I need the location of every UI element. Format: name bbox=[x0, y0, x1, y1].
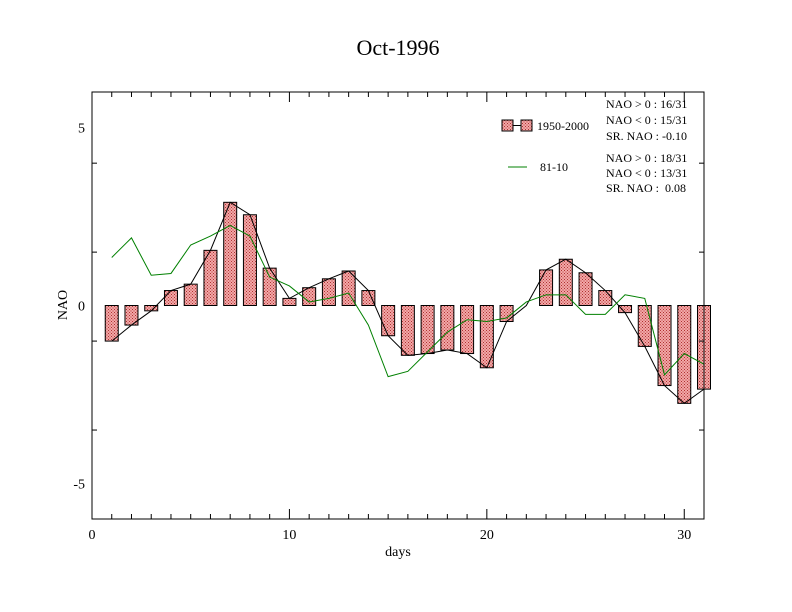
stat-set1-neg: NAO < 0 : 15/31 bbox=[606, 113, 687, 127]
bar-day-5 bbox=[183, 283, 198, 306]
bar-day-27 bbox=[618, 305, 633, 314]
bar-day-9 bbox=[262, 267, 277, 307]
legend-swatch-bar-left bbox=[501, 119, 514, 132]
line-layer bbox=[111, 201, 705, 404]
x-tick-label-0: 0 bbox=[89, 528, 96, 543]
legend: 1950-2000 81-10 bbox=[501, 119, 589, 174]
x-tick-label-30: 30 bbox=[677, 528, 691, 543]
bar-day-10 bbox=[282, 297, 297, 306]
line-series-1950-2000 bbox=[111, 201, 705, 404]
stat-set2-neg: NAO < 0 : 13/31 bbox=[606, 166, 687, 180]
y-axis-label: NAO bbox=[56, 290, 71, 320]
bar-day-30 bbox=[677, 305, 692, 404]
bar-day-23 bbox=[539, 269, 554, 306]
bar-day-7 bbox=[223, 201, 238, 306]
bar-day-15 bbox=[381, 305, 396, 337]
bar-day-19 bbox=[460, 305, 475, 355]
bar-day-20 bbox=[479, 305, 494, 369]
bar-day-28 bbox=[637, 305, 652, 347]
y-tick-label--5: -5 bbox=[73, 477, 85, 492]
line-series-81-10 bbox=[111, 224, 705, 378]
bar-day-24 bbox=[558, 258, 573, 307]
bar-day-25 bbox=[578, 272, 593, 307]
legend-label-81-10: 81-10 bbox=[540, 160, 568, 174]
legend-label-1950-2000: 1950-2000 bbox=[537, 119, 589, 133]
y-tick-label-5: 5 bbox=[78, 122, 85, 137]
bar-day-4 bbox=[163, 290, 178, 306]
x-axis-label: days bbox=[385, 545, 411, 560]
x-tick-label-20: 20 bbox=[480, 528, 494, 543]
bar-day-16 bbox=[400, 305, 415, 356]
bar-day-26 bbox=[598, 290, 613, 306]
stat-set2-pos: NAO > 0 : 18/31 bbox=[606, 151, 687, 165]
plot-frame bbox=[91, 91, 705, 520]
bar-day-12 bbox=[321, 278, 336, 306]
bar-day-17 bbox=[420, 305, 435, 355]
x-axis-ticks: 0 10 20 30 bbox=[89, 92, 705, 543]
stats-annotations: NAO > 0 : 16/31 NAO < 0 : 15/31 SR. NAO … bbox=[606, 97, 687, 195]
y-axis-ticks: -5 0 5 bbox=[73, 122, 704, 520]
stat-set2-sr: SR. NAO : 0.08 bbox=[606, 181, 686, 195]
bar-day-14 bbox=[361, 290, 376, 306]
stat-set1-sr: SR. NAO : -0.10 bbox=[606, 129, 687, 143]
bar-day-18 bbox=[440, 305, 455, 351]
legend-swatch-bar-right bbox=[520, 119, 533, 132]
stat-set1-pos: NAO > 0 : 16/31 bbox=[606, 97, 687, 111]
y-tick-label-0: 0 bbox=[78, 300, 85, 315]
chart-title: Oct-1996 bbox=[356, 35, 439, 60]
x-tick-label-10: 10 bbox=[282, 528, 296, 543]
bar-day-1 bbox=[104, 305, 119, 342]
bar-series-1950-2000 bbox=[104, 201, 711, 404]
